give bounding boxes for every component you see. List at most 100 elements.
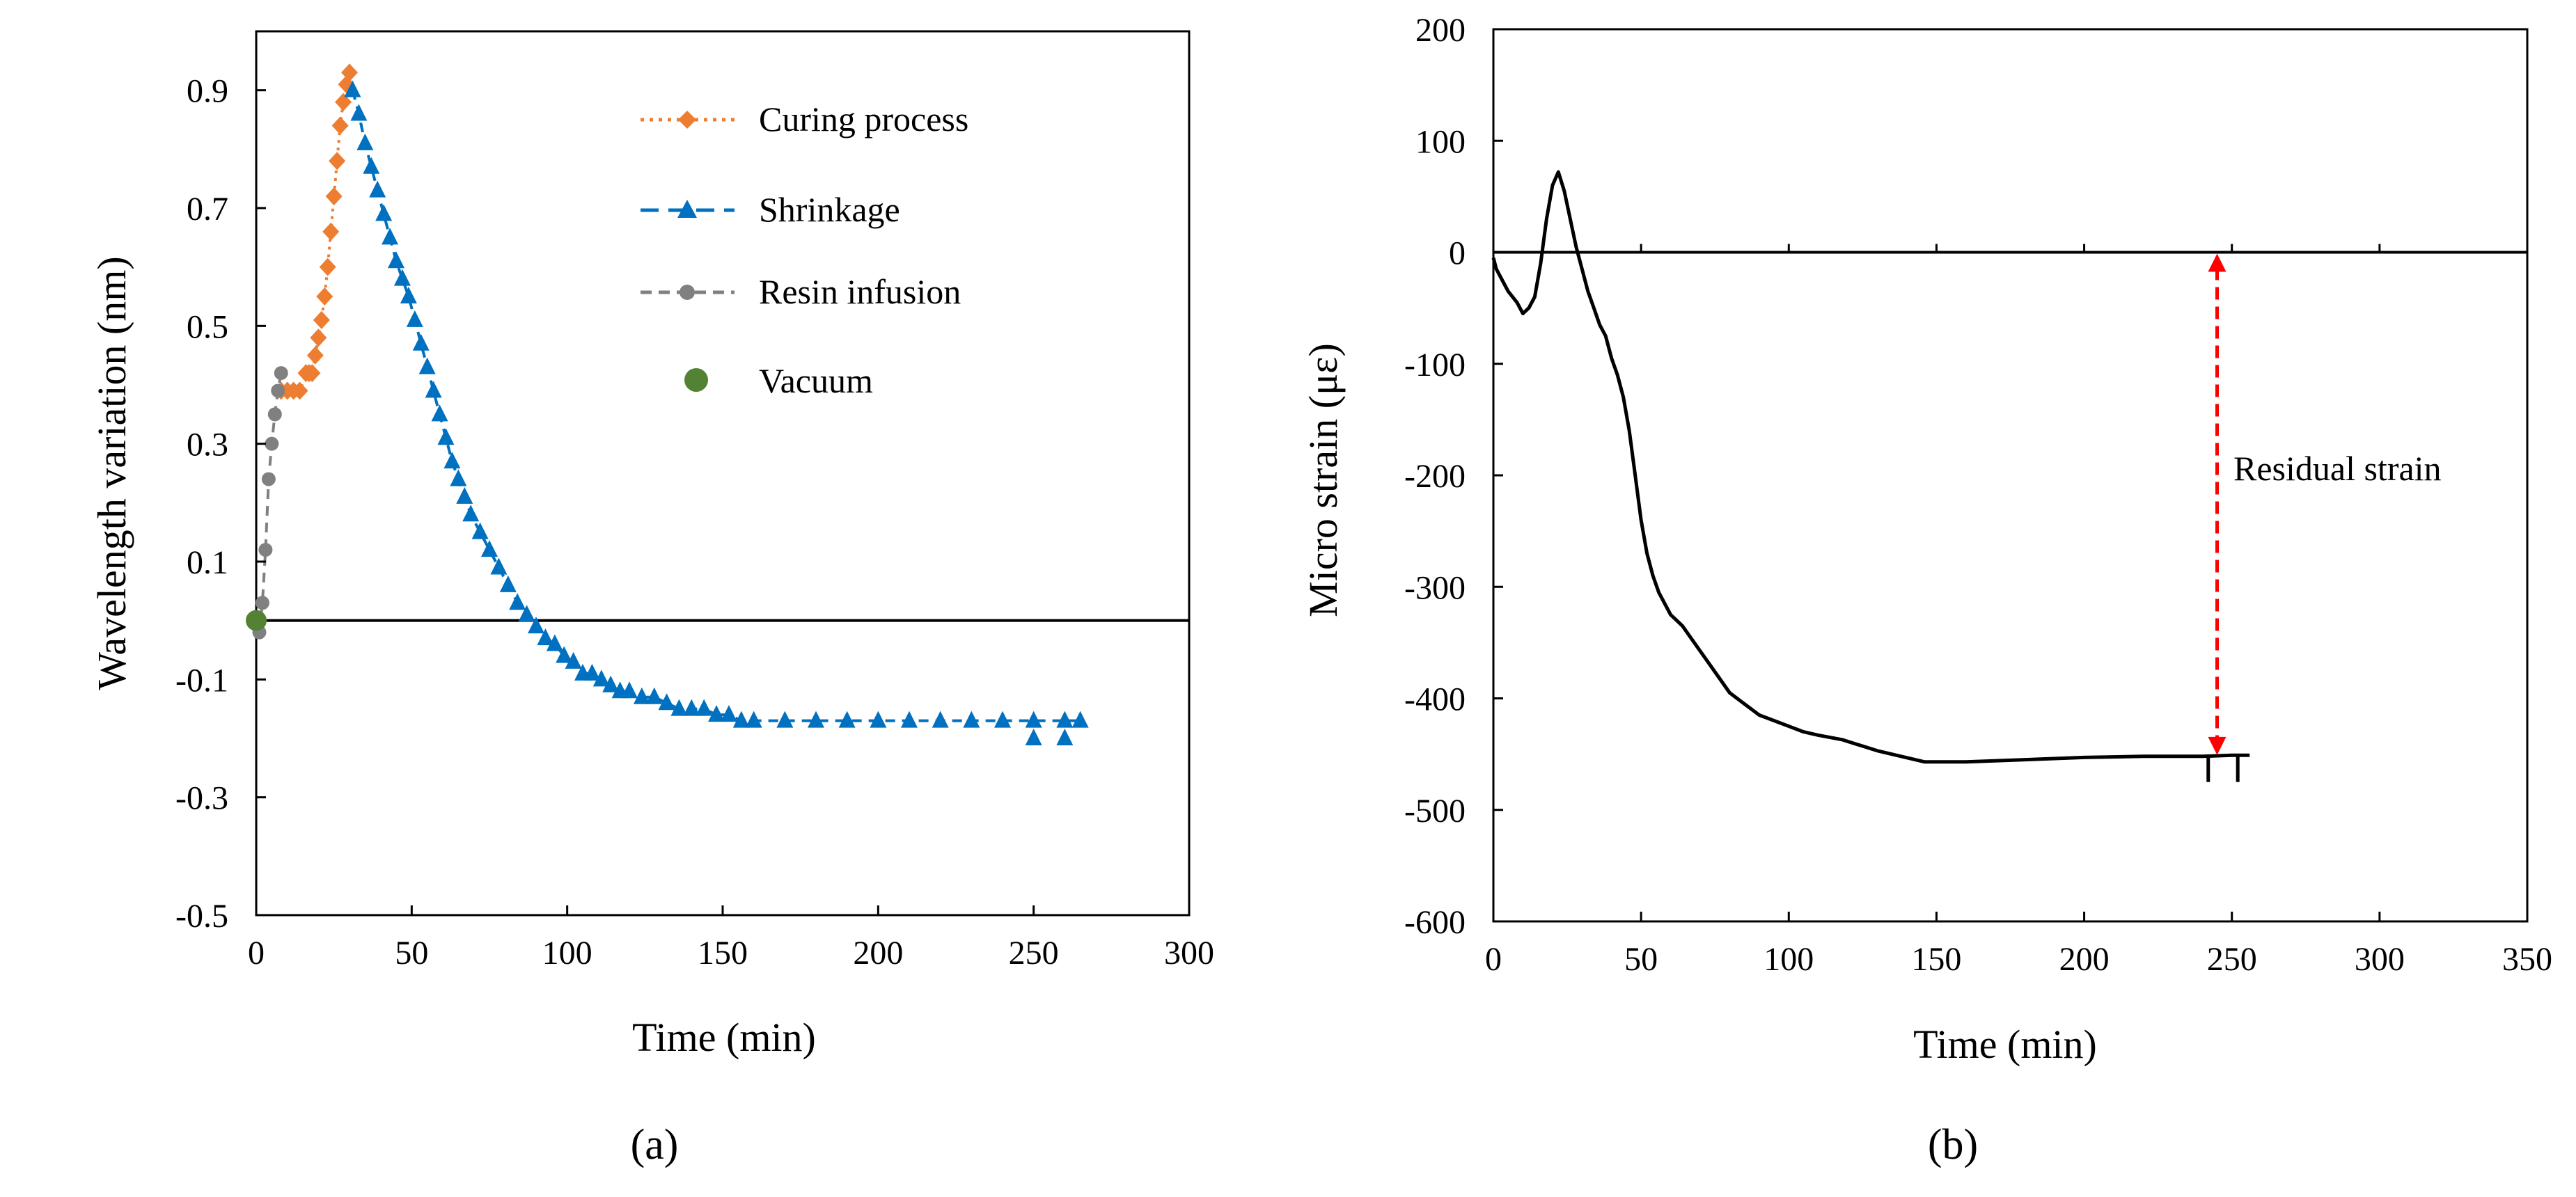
data-point-shrinkage <box>528 617 544 634</box>
panel-a-x-tick-label: 0 <box>248 935 265 972</box>
panel-a-label: (a) <box>631 1121 679 1168</box>
data-point-shrinkage <box>363 157 380 174</box>
panel-a-plot-frame <box>255 30 1191 917</box>
data-point-shrinkage <box>437 428 455 445</box>
residual-strain-label: Residual strain <box>2233 449 2442 488</box>
data-point-shrinkage <box>720 705 737 722</box>
legend-label-vacuum: Vacuum <box>759 361 873 400</box>
legend-vacuum-marker <box>684 368 708 392</box>
data-point-shrinkage <box>537 628 554 646</box>
data-point-shrinkage <box>546 634 563 651</box>
legend-triangle-marker <box>677 200 697 218</box>
data-point-resin-infusion <box>258 543 273 557</box>
legend-entry-shrinkage: Shrinkage <box>641 190 900 229</box>
data-point-shrinkage <box>963 711 980 728</box>
data-point-shrinkage <box>1025 711 1042 728</box>
data-point-shrinkage <box>481 540 498 557</box>
data-point-shrinkage <box>1071 711 1089 728</box>
data-point-shrinkage <box>490 557 508 575</box>
data-point-shrinkage <box>658 693 675 711</box>
panel-b-x-tick-label: 50 <box>1624 941 1658 978</box>
data-point-curing-process <box>291 381 308 400</box>
panel-a-y-tick-label: -0.5 <box>175 898 228 935</box>
panel-b-y-tick-label: -100 <box>1404 347 1466 383</box>
data-point-shrinkage <box>471 522 489 539</box>
data-point-shrinkage <box>870 711 887 728</box>
data-point-shrinkage <box>499 575 517 592</box>
data-point-shrinkage-outliers <box>1025 729 1042 745</box>
panel-b-x-tick-label: 200 <box>2059 941 2110 978</box>
data-point-shrinkage <box>382 228 399 245</box>
panel-b-y-tick-label: -500 <box>1404 793 1466 830</box>
data-point-shrinkage <box>745 711 762 728</box>
data-point-resin-infusion <box>271 383 285 398</box>
panel-b-x-tick-label: 250 <box>2207 941 2257 978</box>
panel-b-chart: 0 50 100 150 200 250 300 350 -600 -500 -400 -300 -20… <box>1301 12 2552 1168</box>
residual-strain-arrow-head-top <box>2208 253 2226 272</box>
panel-b-x-tick-label: 150 <box>1911 941 1961 978</box>
panel-a-y-tick-label: -0.1 <box>175 662 228 699</box>
legend-entry-resin-infusion: Resin infusion <box>641 272 961 311</box>
data-point-shrinkage <box>776 711 794 728</box>
data-point-shrinkage <box>592 669 610 687</box>
data-point-curing-process <box>319 257 336 276</box>
data-point-shrinkage-outliers <box>1056 729 1074 745</box>
data-point-shrinkage <box>602 675 620 692</box>
data-point-shrinkage <box>344 80 361 97</box>
data-point-shrinkage <box>556 646 573 663</box>
data-point-shrinkage <box>388 251 405 269</box>
data-point-curing-process <box>306 346 324 365</box>
series-line-micro-strain <box>1491 170 2250 764</box>
panel-b-x-tick-label: 100 <box>1764 941 1814 978</box>
data-point-shrinkage <box>645 687 663 704</box>
panel-a-y-tick-label: 0.3 <box>187 427 228 463</box>
panel-b-y-axis-title: Micro strain (με) <box>1301 343 1346 617</box>
data-point-curing-process <box>341 63 358 82</box>
series-line-shrinkage <box>351 90 1081 722</box>
panel-a-x-tick-label: 300 <box>1164 935 1214 972</box>
data-point-curing-process <box>313 310 330 329</box>
panel-a-x-tick-label: 250 <box>1009 935 1059 972</box>
data-point-shrinkage <box>994 711 1011 728</box>
panel-b-label: (b) <box>1928 1121 1978 1168</box>
data-point-shrinkage <box>633 687 650 704</box>
panel-b-y-tick-label: -400 <box>1404 681 1466 718</box>
legend-diamond-marker <box>678 111 696 129</box>
data-point-resin-infusion <box>267 407 282 422</box>
data-point-shrinkage <box>350 104 368 121</box>
data-point-shrinkage <box>356 133 374 150</box>
legend-label-resin-infusion: Resin infusion <box>759 272 961 311</box>
panel-b-x-tick-label: 300 <box>2355 941 2405 978</box>
legend-circle-marker <box>680 285 695 300</box>
panel-b-y-tick-label: -200 <box>1404 458 1466 495</box>
panel-a-y-tick-label: 0.7 <box>187 191 228 228</box>
data-point-shrinkage <box>901 711 918 728</box>
legend-label-curing-process: Curing process <box>759 100 968 138</box>
panel-a-x-axis-title: Time (min) <box>632 1015 816 1060</box>
data-point-shrinkage <box>425 381 442 398</box>
data-point-shrinkage <box>369 180 386 198</box>
panel-a-y-tick-label: 0.5 <box>187 308 228 345</box>
panel-a-x-tick-label: 100 <box>542 935 592 972</box>
data-point-curing-process <box>322 222 340 241</box>
data-point-shrinkage <box>462 505 480 522</box>
data-point-shrinkage <box>708 705 725 722</box>
panel-a-y-tick-label: 0.9 <box>187 73 228 110</box>
panel-a-y-tick-label: 0.1 <box>187 544 228 581</box>
panel-b-x-tick-label: 350 <box>2502 941 2552 978</box>
data-point-resin-infusion <box>255 596 269 610</box>
data-point-shrinkage <box>456 486 473 504</box>
data-point-shrinkage <box>670 699 688 716</box>
data-point-vacuum <box>246 610 267 631</box>
data-point-curing-process <box>329 152 346 171</box>
data-point-shrinkage <box>583 663 601 681</box>
data-point-curing-process <box>310 328 327 347</box>
data-point-shrinkage <box>450 469 467 486</box>
data-point-shrinkage <box>418 357 436 374</box>
data-point-shrinkage <box>932 711 949 728</box>
panel-b-y-tick-label: 200 <box>1415 12 1466 49</box>
data-point-shrinkage <box>518 605 535 622</box>
panel-a-y-tick-label: -0.3 <box>175 780 228 817</box>
data-point-shrinkage <box>808 711 824 728</box>
panel-a-x-tick-label: 50 <box>395 935 428 972</box>
